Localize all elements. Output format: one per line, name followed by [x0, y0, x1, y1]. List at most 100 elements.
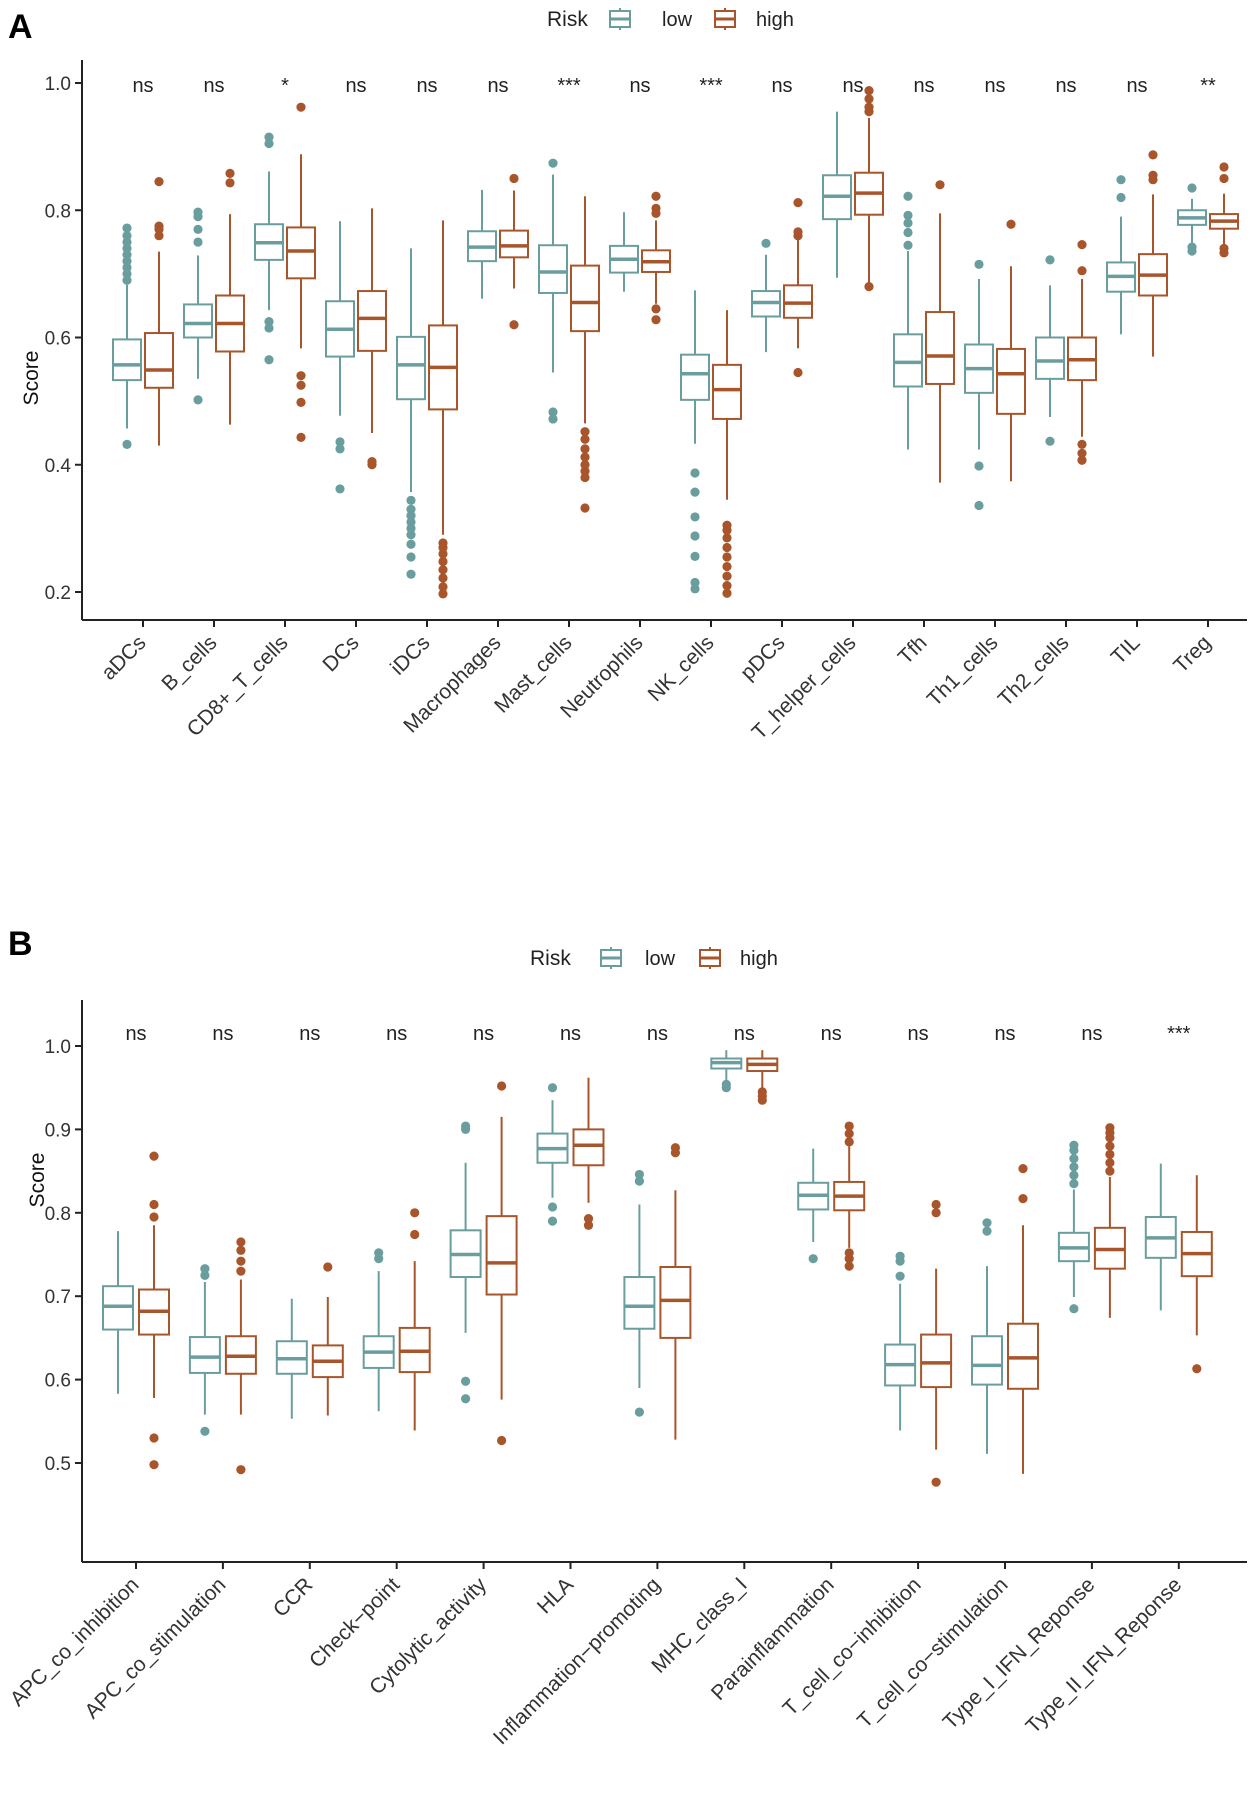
outlier-point [583, 1220, 594, 1230]
y-tick-label: 0.4 [45, 456, 72, 477]
box-high [499, 173, 529, 330]
outlier-point [193, 207, 203, 217]
significance-label: *** [699, 75, 723, 97]
outlier-point [864, 282, 874, 292]
box-iqr [659, 1266, 692, 1339]
significance-label: *** [1167, 1023, 1191, 1045]
outlier-point [903, 240, 913, 250]
y-tick-label: 0.2 [45, 583, 71, 604]
outlier-point [690, 468, 700, 478]
panel-a-legend: Risk low high [547, 8, 794, 31]
y-tick-label: 0.9 [45, 1120, 71, 1141]
outlier-point [903, 191, 913, 201]
box-low [396, 248, 426, 579]
outlier-point [974, 500, 984, 511]
outlier-point [844, 1261, 854, 1271]
outlier-point [200, 1270, 210, 1280]
panel-b-letter: B [8, 925, 33, 963]
outlier-point [580, 466, 590, 476]
outlier-point [406, 504, 416, 514]
box-low [971, 1218, 1003, 1454]
outlier-point [296, 380, 306, 390]
outlier-point [1069, 1179, 1079, 1189]
x-category-label: T_cell_co−stimulation [853, 1573, 1012, 1732]
outlier-point [1069, 1153, 1079, 1164]
outlier-point [1077, 266, 1087, 276]
outlier-point [264, 138, 274, 149]
box-iqr [188, 1336, 221, 1374]
outlier-point [634, 1169, 645, 1180]
outlier-point [296, 432, 306, 442]
outlier-point [1069, 1162, 1079, 1172]
box-iqr [144, 332, 174, 389]
outlier-point [808, 1254, 818, 1264]
legend-label-low: low [645, 948, 676, 970]
outlier-point [200, 1426, 210, 1436]
box-high [485, 1081, 518, 1446]
x-category-label: APC_co_stimulation [80, 1573, 230, 1723]
legend-label-low: low [662, 9, 693, 31]
box-iqr [712, 363, 742, 420]
outlier-point [335, 444, 345, 454]
outlier-point [296, 102, 306, 112]
outlier-point [149, 1460, 159, 1470]
outlier-point [547, 1202, 558, 1212]
box-high [712, 310, 742, 598]
panel-b-legend: Risk low high [530, 947, 778, 970]
outlier-point [200, 1264, 210, 1274]
x-category-label: Type_II_IFN_Reponse [1021, 1573, 1186, 1738]
outlier-point [1069, 1304, 1079, 1314]
significance-label: ns [299, 1023, 320, 1045]
outlier-point [509, 173, 519, 184]
x-category-label: Treg [1169, 631, 1215, 677]
outlier-point [1148, 170, 1158, 180]
outlier-point [935, 180, 945, 190]
box-high [398, 1208, 431, 1431]
outlier-point [122, 250, 132, 260]
outlier-point [864, 86, 874, 96]
outlier-point [438, 538, 448, 548]
box-iqr [893, 333, 923, 388]
outlier-point [903, 210, 913, 220]
outlier-point [974, 259, 984, 269]
outlier-point [1069, 1170, 1079, 1180]
outlier-point [580, 452, 590, 462]
box-low [254, 132, 284, 365]
y-tick-label: 0.6 [45, 329, 71, 350]
outlier-point [690, 584, 700, 594]
outlier-point [580, 427, 590, 437]
x-category-label: iDCs [386, 631, 434, 679]
outlier-point [1105, 1166, 1115, 1176]
outlier-point [651, 315, 661, 325]
outlier-point [461, 1376, 471, 1386]
outlier-point [651, 203, 661, 213]
box-low [1106, 175, 1136, 335]
panel-a-letter: A [8, 8, 33, 46]
outlier-point [1105, 1141, 1115, 1151]
outlier-point [122, 243, 132, 254]
outlier-point [721, 1079, 731, 1089]
outlier-point [1077, 448, 1087, 458]
box-high [224, 1237, 257, 1475]
outlier-point [722, 588, 732, 598]
box-iqr [357, 290, 387, 352]
box-low [325, 221, 355, 494]
outlier-point [1187, 183, 1197, 193]
outlier-point [438, 549, 448, 559]
box-low [893, 191, 923, 450]
outlier-point [1219, 243, 1229, 254]
outlier-point [374, 1248, 384, 1258]
outlier-point [690, 512, 700, 522]
outlier-point [690, 531, 700, 541]
outlier-point [903, 227, 913, 238]
box-low [964, 259, 994, 511]
x-category-label: Th2_cells [994, 631, 1074, 711]
outlier-point [149, 1199, 159, 1210]
panel-b: B Risk low high Score 0.5 0.6 0.7 0.8 0.9 1.0… [6, 925, 1247, 1749]
box-high [1138, 150, 1168, 357]
outlier-point [982, 1226, 992, 1236]
box-high [641, 191, 671, 325]
y-axis-title: Score [26, 1153, 49, 1208]
outlier-point [793, 198, 803, 208]
outlier-point [548, 414, 558, 424]
